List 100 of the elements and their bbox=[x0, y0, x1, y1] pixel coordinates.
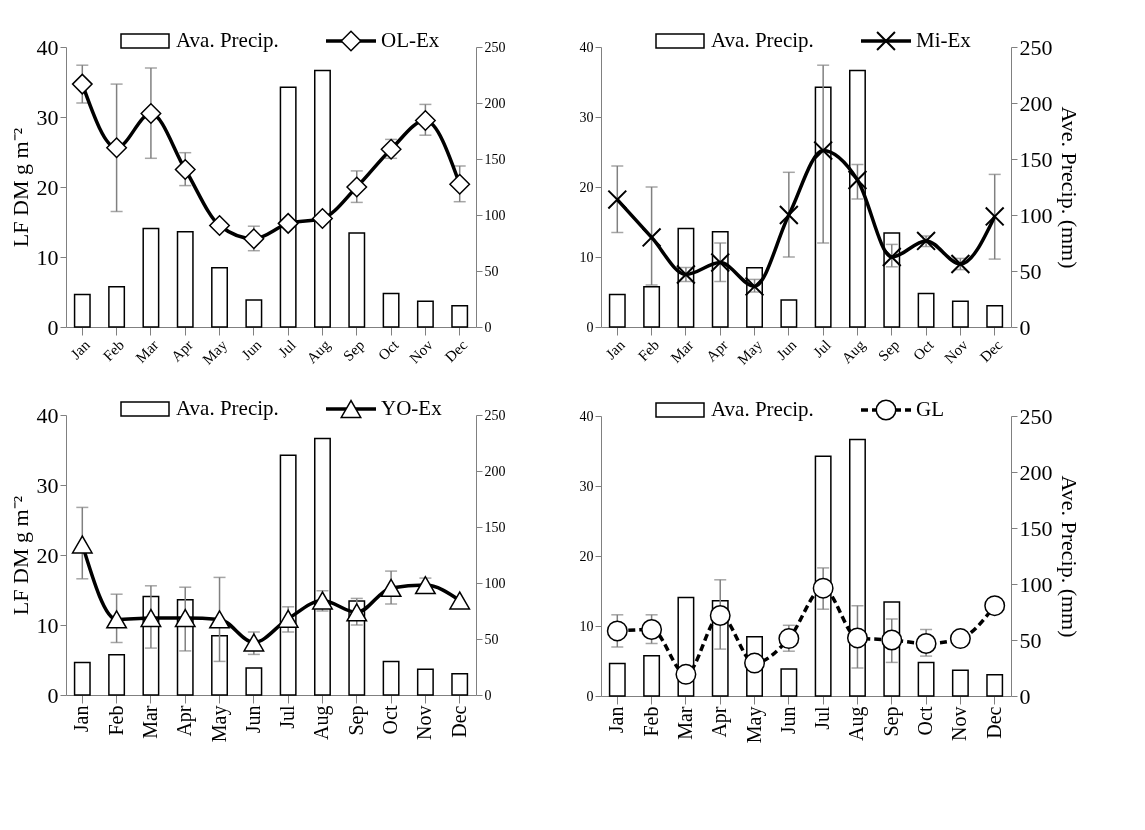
x-tick-label: Mar bbox=[138, 705, 161, 739]
y-tick-label: 30 bbox=[579, 478, 594, 494]
y-tick-label: 20 bbox=[36, 542, 59, 568]
point bbox=[243, 633, 265, 652]
point bbox=[984, 206, 1005, 227]
bar bbox=[108, 285, 126, 328]
y2-tick-label: 100 bbox=[1019, 202, 1053, 228]
y-tick-label: 10 bbox=[36, 612, 59, 638]
x-tick-label: Feb bbox=[639, 706, 662, 737]
point bbox=[606, 620, 628, 642]
legend-label: YO-Ex bbox=[381, 396, 443, 420]
y2-tick-label: 150 bbox=[1019, 146, 1053, 172]
point bbox=[174, 159, 196, 180]
bar bbox=[73, 661, 91, 696]
point bbox=[140, 103, 162, 124]
bar bbox=[643, 654, 661, 697]
legend-label: Ava. Precip. bbox=[176, 28, 279, 52]
point bbox=[311, 208, 333, 229]
bar bbox=[917, 661, 935, 697]
x-tick-label: Dec bbox=[441, 336, 471, 366]
x-tick-label: May bbox=[207, 705, 231, 743]
bar bbox=[917, 292, 935, 328]
x-tick-label: Sep bbox=[344, 705, 368, 736]
y-axis-title: LF DM g m⁻² bbox=[7, 127, 33, 248]
x-tick-label: Jul bbox=[811, 706, 834, 730]
y2-tick-label: 0 bbox=[484, 687, 492, 703]
y-tick-label: 30 bbox=[36, 472, 59, 498]
x-tick-label: Sep bbox=[340, 336, 368, 365]
y2-tick-label: 100 bbox=[1019, 571, 1053, 597]
point bbox=[812, 577, 834, 599]
x-tick-label: Jul bbox=[276, 705, 299, 729]
point bbox=[243, 228, 265, 250]
bar bbox=[245, 299, 263, 328]
point bbox=[675, 663, 697, 685]
x-tick-label: Aug bbox=[310, 705, 334, 740]
bar bbox=[608, 662, 626, 697]
point bbox=[174, 608, 196, 628]
bar bbox=[176, 231, 194, 328]
y2-tick-label: 50 bbox=[484, 263, 499, 279]
point bbox=[846, 627, 868, 649]
point bbox=[916, 230, 937, 251]
point bbox=[346, 176, 368, 198]
y2-tick-label: 150 bbox=[484, 519, 506, 535]
point bbox=[641, 227, 662, 248]
legend-label: GL bbox=[916, 397, 944, 421]
point bbox=[881, 629, 903, 651]
x-tick-label: Nov bbox=[406, 336, 437, 367]
x-tick-label: Aug bbox=[845, 706, 869, 741]
point bbox=[311, 591, 333, 610]
point bbox=[106, 137, 128, 159]
y-tick-label: 0 bbox=[47, 314, 59, 340]
bar bbox=[211, 266, 229, 328]
point bbox=[71, 73, 93, 95]
point bbox=[380, 138, 402, 160]
bar bbox=[986, 673, 1004, 697]
bar bbox=[382, 660, 400, 696]
y-tick-label: 20 bbox=[579, 548, 594, 564]
point bbox=[449, 591, 471, 610]
legend-label: Ava. Precip. bbox=[176, 396, 279, 420]
bar bbox=[73, 293, 91, 328]
legend-label: Ava. Precip. bbox=[711, 28, 814, 52]
y2-tick-label: 200 bbox=[1019, 90, 1053, 116]
x-tick-label: Oct bbox=[914, 706, 937, 736]
y2-axis-title: Ave. Precip. (mm) bbox=[1056, 106, 1082, 269]
x-tick-label: Feb bbox=[634, 336, 663, 365]
x-tick-label: Nov bbox=[948, 706, 971, 741]
point bbox=[209, 610, 231, 629]
point bbox=[881, 247, 902, 267]
bar bbox=[142, 227, 160, 328]
point bbox=[414, 110, 436, 131]
point bbox=[813, 140, 834, 161]
y2-tick-label: 200 bbox=[484, 463, 506, 479]
x-tick-label: Nov bbox=[941, 336, 972, 367]
point bbox=[710, 252, 731, 273]
y2-tick-label: 0 bbox=[1019, 683, 1031, 709]
y2-tick-label: 200 bbox=[1019, 459, 1053, 485]
y-tick-label: 30 bbox=[579, 109, 594, 125]
y2-tick-label: 250 bbox=[484, 39, 506, 55]
bar bbox=[951, 300, 969, 328]
x-tick-label: May bbox=[742, 706, 766, 744]
point bbox=[641, 619, 663, 640]
point bbox=[346, 603, 368, 622]
legend-label: OL-Ex bbox=[381, 28, 440, 52]
bar bbox=[451, 304, 469, 328]
x-tick-label: Jan bbox=[605, 706, 628, 734]
bar bbox=[382, 292, 400, 328]
bar bbox=[643, 285, 661, 328]
x-tick-label: Jan bbox=[70, 705, 93, 733]
point bbox=[778, 205, 799, 225]
x-tick-label: Jan bbox=[67, 336, 94, 363]
point bbox=[277, 212, 299, 234]
x-tick-label: Nov bbox=[413, 705, 436, 740]
y2-tick-label: 150 bbox=[484, 151, 506, 167]
x-tick-label: Jun bbox=[776, 706, 799, 735]
x-tick-label: Mar bbox=[667, 336, 697, 366]
point bbox=[449, 173, 471, 195]
x-tick-label: Feb bbox=[99, 336, 128, 365]
x-tick-label: May bbox=[734, 336, 766, 368]
point bbox=[209, 215, 231, 236]
y2-tick-label: 0 bbox=[484, 319, 492, 335]
